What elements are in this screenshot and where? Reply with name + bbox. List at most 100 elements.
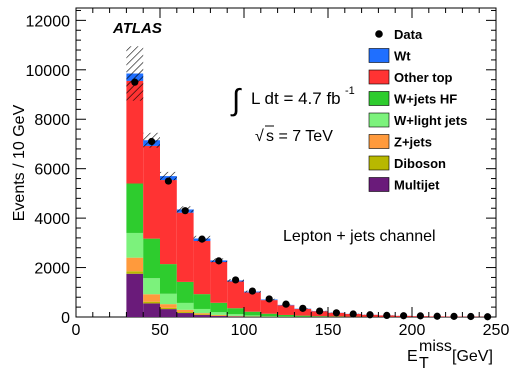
bar-w-light-jets (227, 314, 244, 316)
y-tick-label: 2000 (34, 261, 70, 278)
y-tick-label: 4000 (34, 211, 70, 228)
data-point (131, 78, 139, 86)
bar-w-light-jets (244, 315, 261, 317)
data-point (433, 312, 441, 320)
legend-swatch-z-jets (368, 134, 390, 149)
bar-w-jets-hf (277, 314, 295, 317)
energy-annotation: √ s = 7 TeV (255, 125, 333, 145)
bar-z-jets (210, 314, 228, 316)
bar-z-jets (160, 304, 177, 308)
bar-w-light-jets (193, 308, 211, 314)
bar-w-light-jets (126, 232, 144, 258)
bar-z-jets (176, 309, 194, 313)
bar-w-jets-hf (294, 315, 312, 317)
data-points (131, 78, 492, 321)
bar-w-jets-hf (193, 294, 211, 309)
x-tick-label: 100 (231, 322, 258, 339)
luminosity-exponent: -1 (345, 85, 355, 97)
x-tick-label: 50 (151, 322, 169, 339)
bar-other-top (260, 300, 278, 314)
legend-label-diboson: Diboson (394, 156, 446, 171)
legend-label-data: Data (394, 27, 423, 42)
bar-multijet (126, 273, 144, 317)
data-point (349, 310, 357, 318)
bar-w-jets-hf (311, 316, 328, 317)
data-point (416, 312, 424, 320)
y-tick-label: 6000 (34, 162, 70, 179)
data-point (383, 311, 391, 319)
axis-ticks: 0 50 100 150 200 250 0 2000 4000 6000 8000 10000 120… (26, 8, 510, 339)
x-axis-title-main: E (407, 348, 418, 365)
svg-text:E: E (407, 348, 418, 365)
bar-multijet (176, 313, 194, 317)
legend-swatch-wt (368, 48, 390, 63)
data-point (198, 235, 206, 243)
bar-z-jets (193, 313, 211, 315)
x-axis-title-sub: T (419, 355, 429, 372)
bar-other-top (294, 308, 312, 316)
x-tick-label: 150 (315, 322, 342, 339)
data-point (332, 309, 340, 317)
data-point (148, 137, 156, 146)
sqrt-icon: √ (255, 128, 264, 145)
bar-w-light-jets (210, 312, 228, 315)
data-point (215, 257, 223, 265)
bar-z-jets (143, 294, 160, 302)
data-point (282, 300, 290, 308)
channel-label: Lepton + jets channel (283, 228, 436, 245)
data-point (181, 207, 189, 215)
uncertainty-band (126, 46, 144, 101)
legend-label-other-top: Other top (394, 70, 453, 85)
legend-label-multijet: Multijet (394, 178, 440, 193)
data-point (450, 312, 458, 320)
bar-w-light-jets (143, 278, 160, 295)
x-axis-title-sup: miss (419, 338, 452, 355)
y-tick-label: 10000 (26, 63, 71, 80)
legend-label-w-jets-hf: W+jets HF (394, 92, 457, 107)
bar-other-top (210, 261, 228, 303)
y-tick-label: 12000 (26, 13, 71, 30)
bar-w-light-jets (176, 302, 194, 310)
legend-swatch-diboson (368, 155, 390, 171)
bar-w-jets-hf (244, 311, 261, 316)
legend-swatch-multijet (368, 177, 390, 192)
bar-multijet (160, 309, 177, 317)
x-tick-label: 250 (483, 322, 510, 339)
bar-w-jets-hf (227, 308, 244, 315)
bar-z-jets (126, 257, 144, 272)
y-tick-label: 8000 (34, 112, 70, 129)
bar-w-jets-hf (210, 302, 228, 313)
y-tick-label: 0 (61, 310, 70, 327)
data-point (232, 276, 240, 284)
bar-multijet (143, 303, 160, 317)
bar-diboson (176, 312, 194, 314)
bar-other-top (277, 305, 295, 315)
legend-label-wt: Wt (394, 49, 411, 64)
legend-swatch-w-jets-hf (368, 91, 390, 106)
bar-w-light-jets (160, 293, 177, 305)
x-tick-label: 200 (399, 322, 426, 339)
luminosity-annotation: ∫ L dt = 4.7 fb -1 (230, 84, 355, 117)
x-tick-label: 0 (72, 322, 81, 339)
bar-other-top (160, 180, 177, 265)
bar-other-top (126, 80, 144, 184)
bar-diboson (193, 314, 211, 316)
legend-swatch-other-top (368, 69, 390, 85)
data-point (164, 177, 172, 185)
energy-label: s = 7 TeV (266, 128, 333, 145)
bar-w-jets-hf (143, 238, 160, 279)
bar-w-jets-hf (126, 183, 144, 233)
bar-multijet (193, 315, 211, 317)
experiment-label: ATLAS (112, 20, 162, 37)
bar-other-top (176, 212, 194, 282)
data-point (248, 287, 256, 295)
x-axis-title: E T miss [GeV] (407, 338, 493, 372)
bar-other-top (193, 240, 211, 295)
bar-other-top (244, 292, 261, 312)
data-point (316, 307, 324, 315)
bar-w-light-jets (260, 316, 278, 317)
x-axis-title-unit: [GeV] (452, 348, 493, 365)
bar-multijet (210, 316, 228, 317)
bar-w-jets-hf (260, 313, 278, 317)
legend-marker-data (375, 30, 383, 38)
